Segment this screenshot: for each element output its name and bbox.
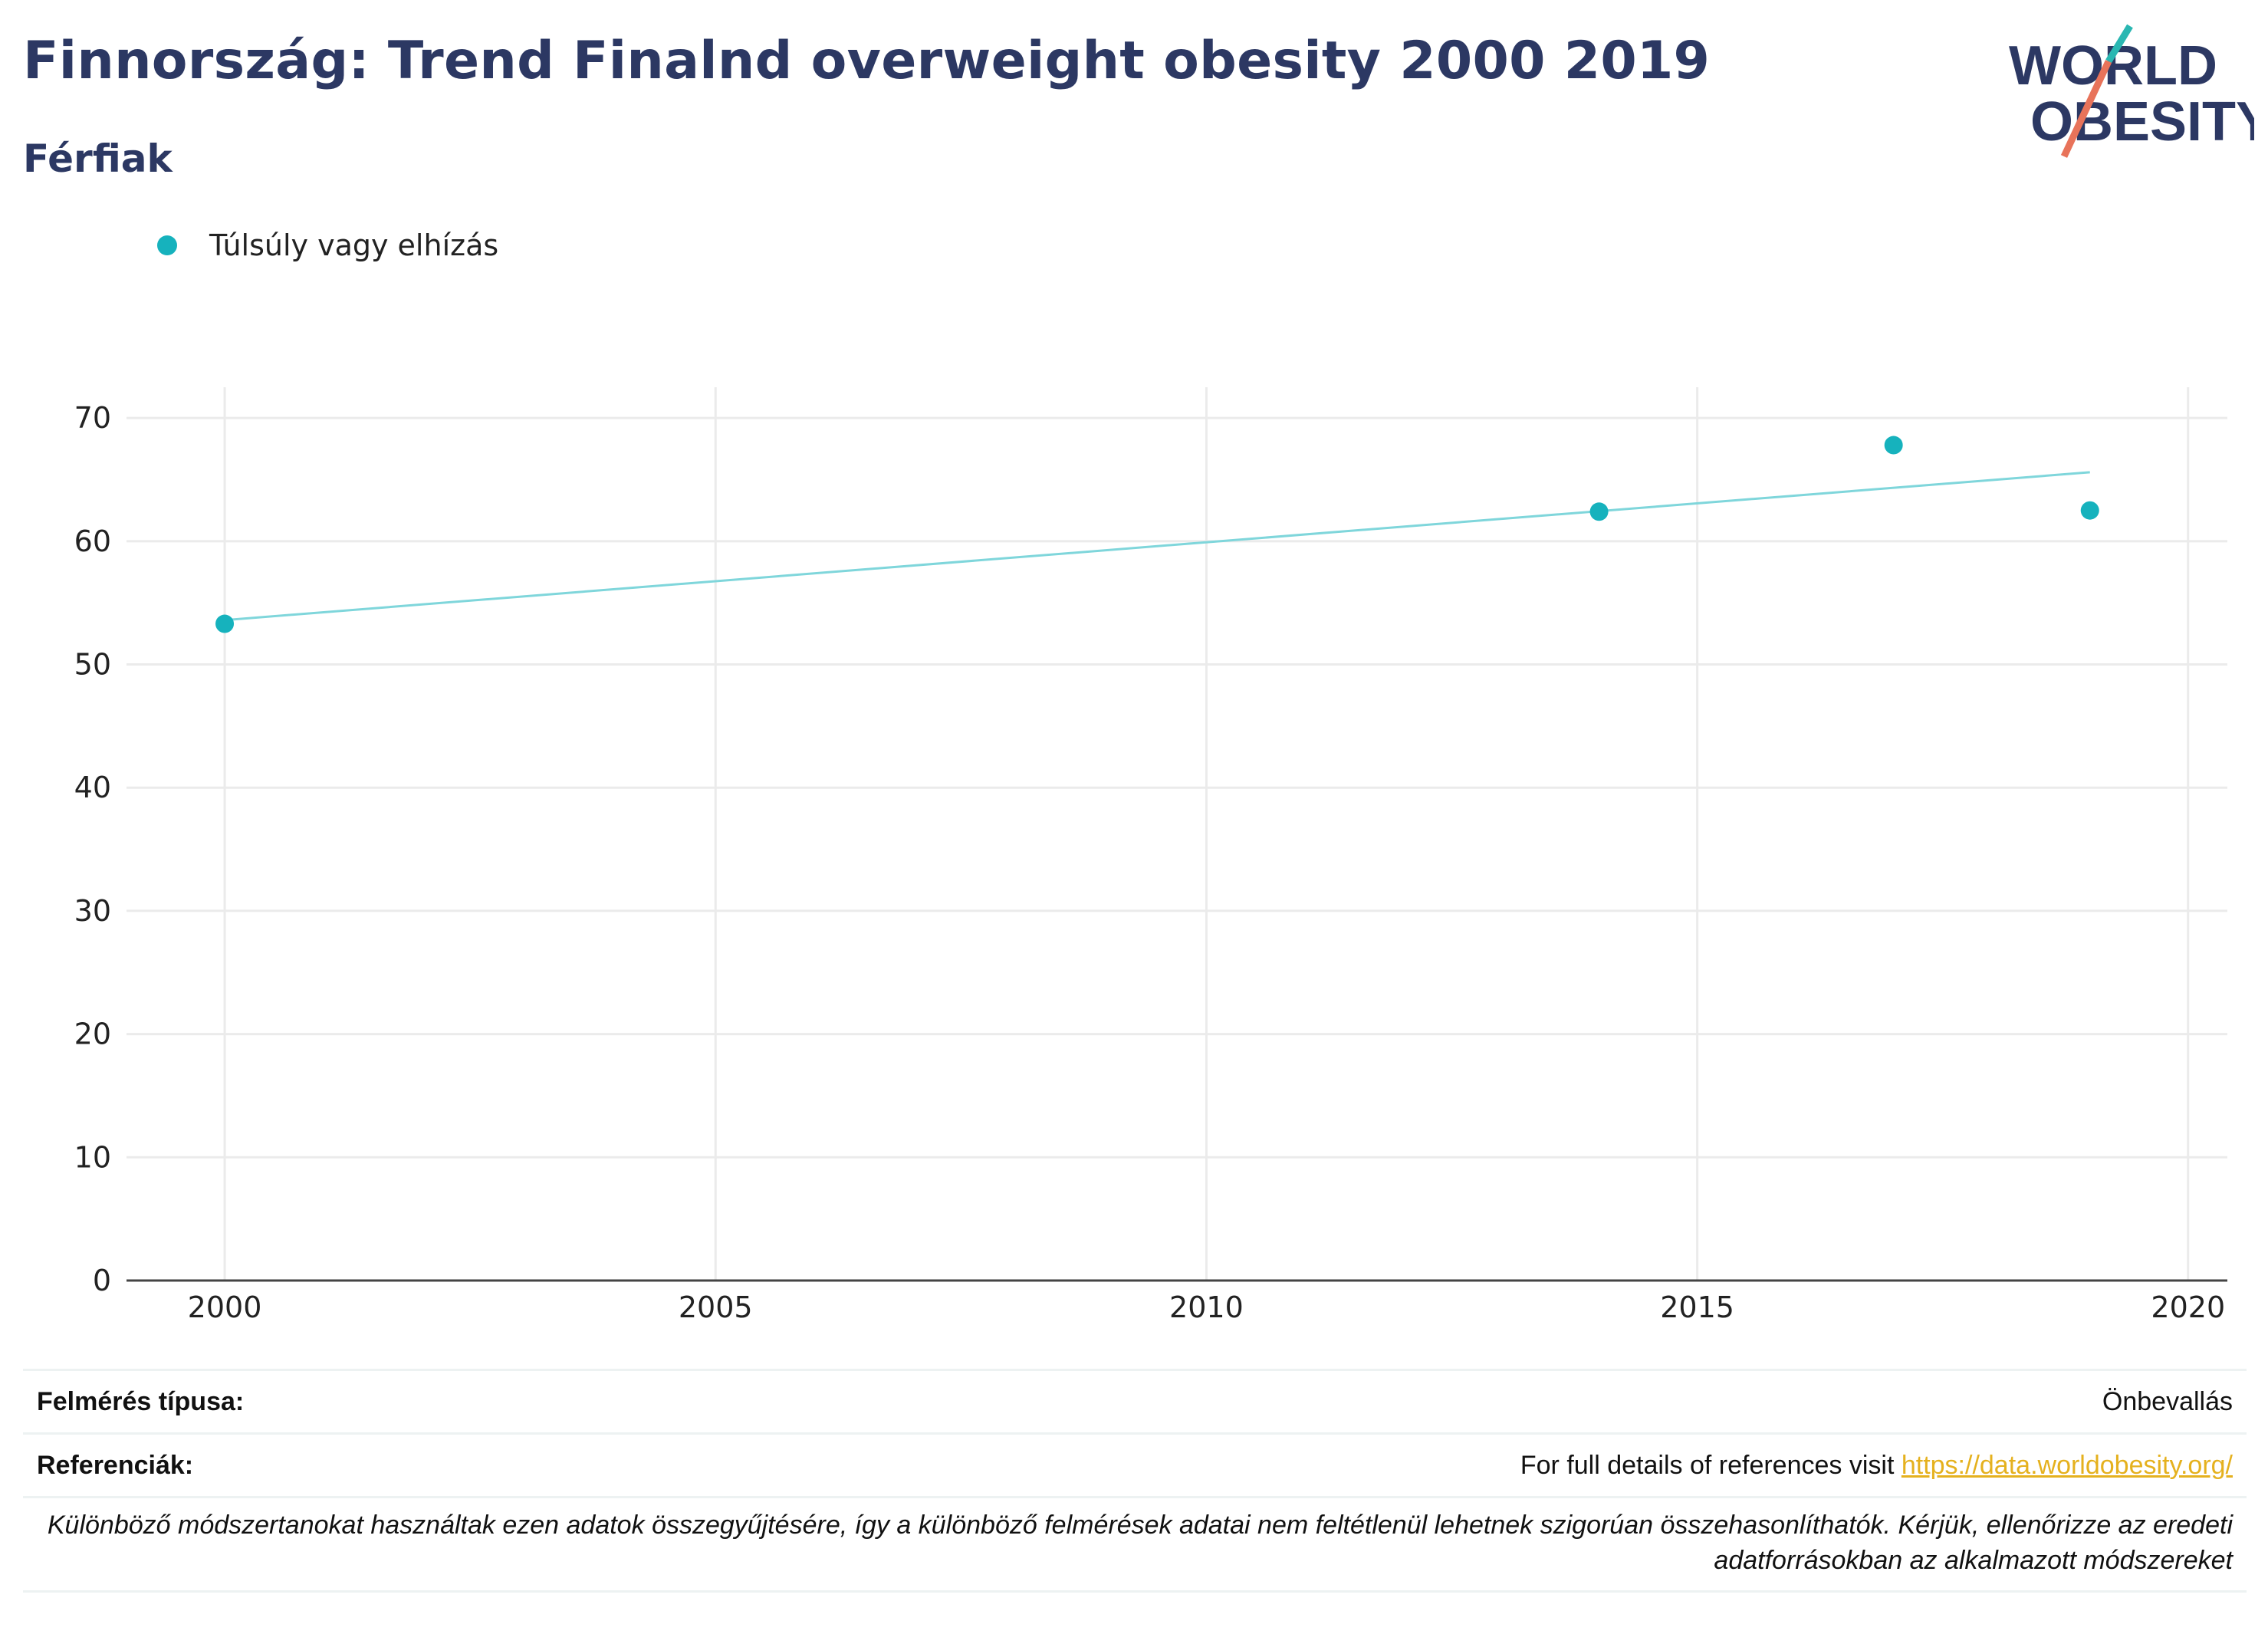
chart-area: 0 10 20 30 40 50 60 70 2000 2005 2010 2015 2020 [74, 387, 2227, 1324]
methodology-note: Különböző módszertanokat használtak ezen… [23, 1496, 2247, 1593]
y-tick-label: 10 [74, 1140, 111, 1174]
y-tick-label: 60 [74, 524, 111, 558]
y-tick-label: 20 [74, 1018, 111, 1051]
trendline [224, 471, 2090, 622]
data-point [215, 614, 235, 633]
data-point [1589, 502, 1609, 521]
y-tick-label: 30 [74, 894, 111, 928]
legend-label: Túlsúly vagy elhízás [209, 228, 499, 262]
y-tick-label: 40 [74, 771, 111, 804]
y-tick-label: 0 [93, 1264, 111, 1297]
x-tick-label: 2010 [1169, 1290, 1244, 1324]
world-obesity-logo: WORLD OBESITY [2009, 24, 2254, 158]
x-tick-label: 2020 [2151, 1290, 2225, 1324]
chart-footer: Felmérés típusa: Önbevallás Referenciák:… [23, 1369, 2247, 1593]
logo-text-obesity: OBESITY [2030, 91, 2254, 153]
page-title: Finnország: Trend Finalnd overweight obe… [23, 31, 1711, 91]
survey-type-value: Önbevallás [2102, 1386, 2233, 1416]
survey-type-label: Felmérés típusa: [37, 1386, 245, 1416]
data-point [2080, 501, 2099, 520]
logo-slash-teal [2105, 24, 2133, 64]
page-subtitle: Férfiak [23, 136, 173, 181]
x-tick-label: 2005 [679, 1290, 753, 1324]
references-label: Referenciák: [37, 1450, 194, 1480]
references-link[interactable]: https://data.worldobesity.org/ [1901, 1450, 2233, 1480]
data-point [1884, 436, 1903, 455]
chart-legend: Túlsúly vagy elhízás [157, 228, 498, 262]
legend-marker [157, 235, 177, 255]
y-tick-label: 50 [74, 648, 111, 682]
logo-text-world: WORLD [2009, 35, 2217, 97]
logo-slash-coral [2060, 60, 2112, 158]
x-tick-label: 2015 [1660, 1290, 1734, 1324]
survey-type-row: Felmérés típusa: Önbevallás [23, 1369, 2247, 1432]
x-tick-label: 2000 [188, 1290, 262, 1324]
references-text: For full details of references visit [1520, 1450, 1902, 1480]
references-row: Referenciák: For full details of referen… [23, 1432, 2247, 1496]
references-value: For full details of references visit htt… [1520, 1451, 2233, 1481]
y-tick-label: 70 [74, 401, 111, 435]
